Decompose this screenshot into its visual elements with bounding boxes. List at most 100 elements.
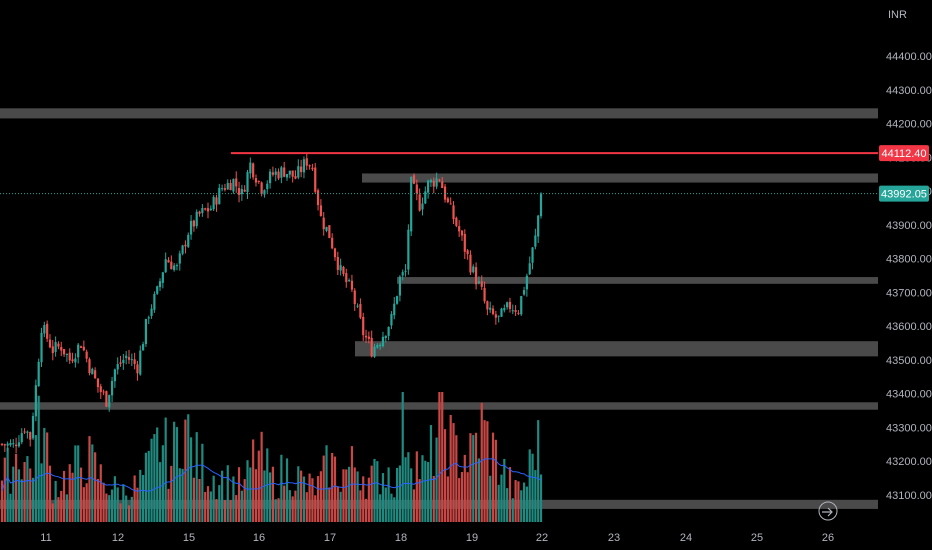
- volume-bar: [127, 505, 131, 522]
- candle-body: [195, 211, 198, 227]
- volume-bar: [181, 468, 184, 522]
- volume-bar: [164, 417, 167, 522]
- volume-bar: [517, 481, 520, 522]
- volume-bar: [271, 466, 275, 522]
- volume-bar: [96, 478, 100, 522]
- candle-body: [463, 233, 466, 252]
- candle-body: [158, 281, 162, 288]
- time-ticks: 11 12 15 16 17 18 19 22 23 24 25 26: [40, 532, 834, 544]
- scroll-to-realtime-button[interactable]: [818, 501, 838, 521]
- resistance-tag-background: [879, 145, 929, 162]
- candle-body: [410, 176, 413, 232]
- volume-bar: [398, 465, 402, 522]
- volume-bar: [170, 465, 173, 522]
- volume-bar: [229, 500, 232, 522]
- candle-body: [175, 265, 179, 267]
- volume-bar: [522, 482, 526, 522]
- scroll-button-circle: [818, 501, 838, 521]
- candle-body: [480, 281, 483, 287]
- volume-bar: [246, 460, 249, 522]
- candle-body: [221, 188, 224, 190]
- volume-bar: [373, 458, 376, 522]
- price-zone: [362, 173, 878, 183]
- time-tick-label: 26: [822, 532, 834, 544]
- price-tick-label: 43700.00: [886, 287, 932, 299]
- candle-body: [342, 266, 345, 274]
- volume-bar: [175, 427, 179, 522]
- volume-bar: [102, 482, 105, 522]
- time-tick-label: 18: [395, 532, 407, 544]
- volume-bar: [232, 476, 235, 522]
- price-tick-label: 44400.00: [886, 51, 932, 63]
- time-tick-label: 15: [183, 532, 195, 544]
- candle-body: [539, 193, 543, 217]
- volume-bar: [384, 487, 387, 522]
- candle-body: [291, 170, 294, 177]
- candle-body: [491, 308, 495, 315]
- candle-body: [108, 394, 111, 408]
- volume-bar: [113, 476, 116, 522]
- volume-bar: [339, 491, 342, 522]
- volume-bar: [401, 392, 404, 522]
- volume-bar: [51, 503, 54, 522]
- resistance-tag-value: 44112.40: [881, 148, 926, 160]
- volume-bar: [223, 500, 227, 522]
- candle-body: [446, 198, 449, 203]
- volume-bar: [156, 427, 159, 522]
- volume-bar: [379, 494, 382, 522]
- volume-bar: [15, 453, 18, 522]
- volume-bar: [60, 490, 63, 522]
- candle-body: [415, 184, 418, 194]
- price-tick-label: 44300.00: [886, 85, 932, 97]
- volume-bar: [254, 469, 258, 522]
- volume-bar: [506, 488, 509, 522]
- candle-body: [384, 335, 387, 339]
- volume-bar: [469, 433, 472, 522]
- volume-bar: [412, 489, 416, 522]
- candle-body: [297, 166, 300, 178]
- time-axis[interactable]: 11 12 15 16 17 18 19 22 23 24 25 26: [40, 532, 834, 544]
- volume-bar: [37, 395, 40, 522]
- volume-bar: [74, 445, 77, 522]
- candle-body: [147, 317, 150, 319]
- candle-body: [252, 163, 255, 178]
- volume-bar: [345, 469, 348, 522]
- candle-body: [263, 190, 266, 195]
- candle-body: [96, 378, 100, 388]
- candle-body: [130, 359, 133, 361]
- volume-bar: [460, 472, 464, 522]
- volume-bar: [252, 439, 255, 522]
- candle-body: [348, 280, 351, 282]
- candle-body: [136, 364, 139, 374]
- candle-body: [458, 226, 461, 232]
- candle-body: [9, 442, 12, 446]
- volume-bar: [472, 435, 475, 522]
- candle-body: [71, 359, 74, 362]
- candle-body: [91, 368, 94, 375]
- time-tick-label: 16: [253, 532, 265, 544]
- volume-bar: [474, 432, 478, 522]
- arrow-right-icon: [822, 507, 833, 517]
- volume-bar: [34, 435, 37, 522]
- candle-body: [308, 165, 311, 167]
- candle-body: [204, 208, 207, 210]
- time-tick-label: 11: [40, 532, 51, 544]
- volume-bar: [525, 486, 528, 522]
- volume-bar: [17, 469, 21, 522]
- volume-bar: [266, 448, 269, 522]
- volume-bar: [243, 479, 246, 522]
- candle-body: [525, 275, 528, 290]
- candle-body: [460, 230, 464, 236]
- candle-body: [105, 391, 108, 407]
- price-tick-label: 43600.00: [886, 321, 932, 333]
- volume-bar: [71, 472, 74, 522]
- price-axis[interactable]: INR 44400.0044300.0044200.0044100.004400…: [878, 0, 932, 528]
- candle-body: [319, 205, 322, 216]
- volume-bar: [503, 458, 506, 522]
- volume-bar: [325, 445, 328, 522]
- candle-body: [192, 220, 195, 227]
- volume-bar: [477, 458, 481, 522]
- candle-body: [528, 263, 531, 275]
- volume-bar: [65, 494, 69, 522]
